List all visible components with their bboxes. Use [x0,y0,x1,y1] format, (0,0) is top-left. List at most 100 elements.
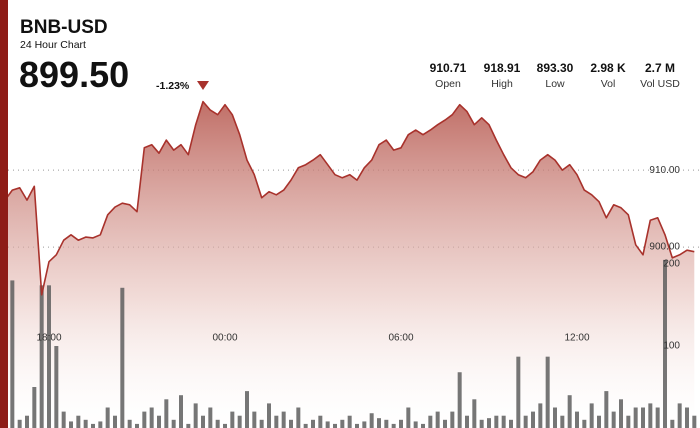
volume-bar [347,415,352,428]
stat-value: 2.7 M [645,61,675,75]
volume-bar [208,407,213,428]
stat-value: 918.91 [484,61,521,75]
volume-bar [98,421,103,428]
volume-bar [311,419,315,428]
volume-bar [619,399,623,428]
volume-bar [303,423,308,428]
volume-bar [355,423,359,428]
volume-bar [531,411,535,428]
volume-bar [25,415,29,428]
volume-bar [435,411,440,428]
volume-bar [17,419,22,428]
volume-bar [47,285,51,428]
volume-bar [428,415,433,428]
volume-bar [465,415,469,428]
volume-bar [259,419,264,428]
plot-area [3,100,700,428]
y-tick-label: 900.00 [649,242,680,253]
stat-value: 2.98 K [590,61,626,75]
volume-bar [237,415,242,428]
volume-bar [560,415,565,428]
volume-bar [553,407,557,428]
volume-bar [611,411,616,428]
volume-bar [135,423,139,428]
stat-value: 893.30 [537,61,574,75]
stat-label: High [491,78,513,90]
volume-bar [487,418,491,428]
volume-bar [633,407,638,428]
volume-bar [83,419,88,428]
volume-bar [281,411,286,428]
side-stripe [0,0,8,428]
volume-bar [157,415,161,428]
volume-bar [413,421,418,428]
volume-bar [472,399,477,428]
volume-bar [76,415,81,428]
volume-bar [538,403,543,428]
x-tick-label: 00:00 [212,333,237,344]
volume-bar [443,419,447,428]
volume-bar [230,411,235,428]
volume-bar [450,411,455,428]
volume-bar [523,415,528,428]
volume-bar [597,415,601,428]
subtitle: 24 Hour Chart [20,39,86,51]
volume-bar [501,415,506,428]
y2-tick-label: 100 [663,341,680,352]
title: BNB-USD [20,17,108,38]
volume-bar [567,395,572,428]
volume-bar [10,280,15,428]
volume-bar [296,407,301,428]
volume-bar [142,411,147,428]
volume-bar [325,421,330,428]
stat-label: Open [435,78,461,90]
volume-bar [127,419,132,428]
volume-bar [494,415,499,428]
volume-bar [663,259,667,428]
volume-bar [318,415,323,428]
volume-bar [69,421,73,428]
y-tick-label: 910.00 [649,165,680,176]
stat-label: Vol [601,78,616,90]
stats: 910.71 Open 918.91 High 893.30 Low 2.98 K Vol 2.… [430,61,681,90]
volume-bar [406,407,411,428]
volume-bar [399,419,403,428]
volume-bar [582,419,587,428]
volume-bar [289,419,293,428]
volume-bar [655,407,660,428]
volume-bar [340,419,345,428]
y2-tick-label: 200 [663,259,680,270]
volume-bar [274,415,279,428]
volume-bar [223,423,227,428]
volume-bar [641,407,645,428]
volume-bar [685,407,689,428]
stat-label: Low [545,78,565,90]
volume-bar [193,403,198,428]
change: -1.23% [156,80,190,92]
volume-bar [479,419,484,428]
volume-bar [377,418,381,428]
volume-bar [39,285,44,428]
volume-bar [391,423,396,428]
volume-bar [149,407,154,428]
volume-bar [545,356,550,428]
price-line [4,100,695,296]
volume-bar [384,419,389,428]
volume-bar [32,387,37,428]
price-area [5,101,695,428]
volume-bar [91,423,95,428]
volume-bar [509,419,513,428]
volume-bar [105,407,110,428]
stat-value: 910.71 [430,61,467,75]
volume-bar [54,346,59,428]
down-arrow [197,81,209,90]
volume-bar [362,421,367,428]
volume-bar [179,395,183,428]
x-tick-label: 12:00 [564,333,589,344]
volume-bar [604,391,609,428]
volume-bar [516,356,521,428]
volume-bar [267,403,271,428]
volume-bar [61,411,66,428]
volume-bar [626,415,631,428]
